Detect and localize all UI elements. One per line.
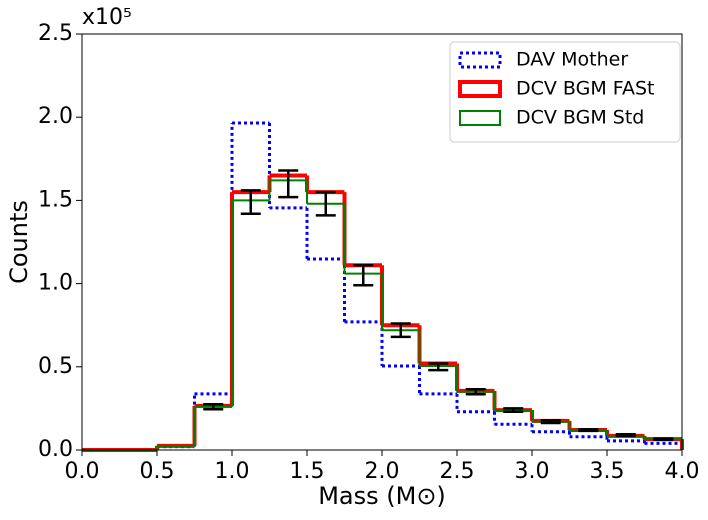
histogram-series [82, 121, 684, 452]
x-tick-label: 3.0 [515, 459, 550, 484]
y-tick-label: 1.5 [38, 187, 73, 212]
plot-area [82, 121, 684, 452]
x-tick-label: 0.0 [65, 459, 100, 484]
legend: DAV Mother DCV BGM FASt DCV BGM Std [449, 41, 681, 143]
legend-swatch [458, 80, 502, 98]
legend-label: DCV BGM FASt [516, 78, 654, 100]
x-tick-label: 3.5 [590, 459, 625, 484]
x-axis-label: Mass (M⊙) [318, 482, 446, 510]
error-bar [390, 322, 411, 339]
x-tick-label: 1.0 [215, 459, 250, 484]
y-tick-label: 1.0 [38, 271, 73, 296]
x-tick-label: 2.5 [440, 459, 475, 484]
legend-box [449, 41, 681, 143]
error-bar [240, 189, 261, 215]
y-tick-label: 0.5 [38, 354, 73, 379]
error-bar [615, 432, 636, 438]
y-tick-label: 2.5 [38, 21, 73, 46]
y-tick-label: 2.0 [38, 104, 73, 129]
legend-swatch [459, 110, 501, 126]
legend-swatch [458, 51, 502, 69]
x-tick-label: 4.0 [665, 459, 700, 484]
error-bar [540, 419, 561, 425]
error-bar [203, 402, 224, 411]
legend-label: DAV Mother [516, 49, 628, 71]
error-bar [578, 427, 599, 433]
y-tick-label: 0.0 [38, 437, 73, 462]
error-bar [315, 190, 336, 217]
error-bar [278, 169, 299, 199]
error-bar [503, 407, 524, 413]
error-bar [353, 264, 374, 287]
x-tick-label: 2.0 [365, 459, 400, 484]
error-bar [428, 362, 449, 372]
error-bar [653, 437, 674, 442]
x-tick-label: 0.5 [140, 459, 175, 484]
histogram-series [82, 179, 683, 451]
error-bar [465, 388, 486, 396]
y-axis-label: Counts [5, 200, 33, 284]
x-tick-label: 1.5 [290, 459, 325, 484]
legend-label: DCV BGM Std [516, 107, 644, 129]
y-offset-label: x10⁵ [82, 5, 132, 30]
